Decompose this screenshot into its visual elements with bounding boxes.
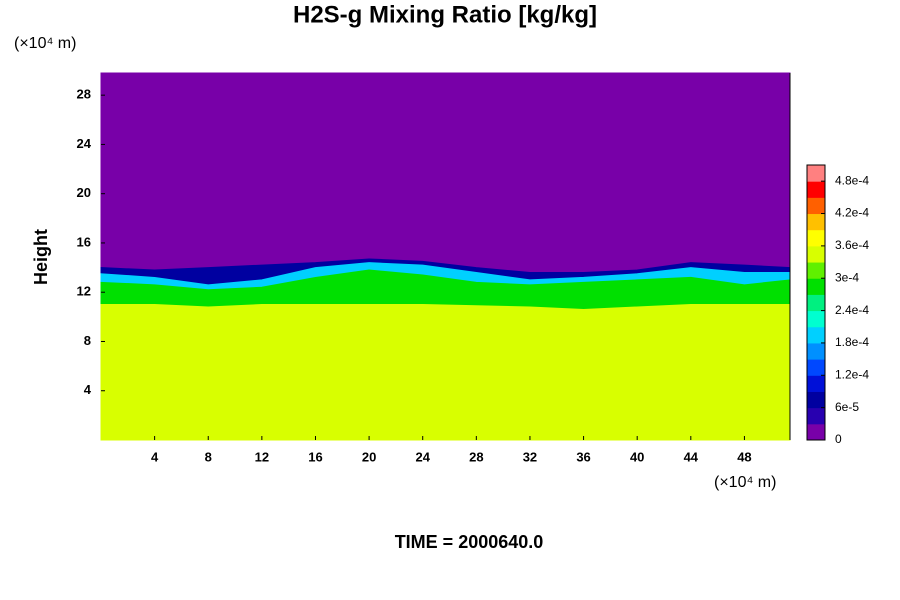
- colorbar-swatch: [807, 326, 825, 344]
- colorbar-swatch: [807, 213, 825, 231]
- colorbar-swatch: [807, 278, 825, 295]
- y-tick-label: 12: [77, 284, 91, 299]
- y-tick-label: 20: [77, 185, 91, 200]
- x-tick-label: 32: [523, 449, 537, 464]
- colorbar-label: 1.2e-4: [835, 367, 869, 381]
- colorbar-swatch: [807, 391, 825, 409]
- x-tick-label: 28: [469, 449, 483, 464]
- colorbar-swatch: [807, 310, 825, 328]
- colorbar-swatch: [807, 181, 825, 198]
- y-tick-label: 24: [77, 136, 92, 151]
- x-tick-label: 4: [151, 449, 159, 464]
- colorbar-swatch: [807, 197, 825, 215]
- y-tick-label: 4: [84, 382, 92, 397]
- y-tick-label: 16: [77, 234, 91, 249]
- x-tick-label: 12: [255, 449, 269, 464]
- y-tick-label: 8: [84, 333, 91, 348]
- colorbar-swatch: [807, 262, 825, 279]
- y-tick-label: 28: [77, 87, 91, 102]
- colorbar-swatch: [807, 229, 825, 247]
- colorbar-swatch: [807, 407, 825, 425]
- x-tick-label: 20: [362, 449, 376, 464]
- colorbar-swatch: [807, 423, 825, 441]
- colorbar-swatch: [807, 245, 825, 263]
- colorbar-swatch: [807, 294, 825, 312]
- contour-band: [100, 304, 791, 441]
- y-axis-label: Height: [31, 229, 51, 285]
- y-unit: (×10⁴ m): [14, 35, 76, 52]
- colorbar-label: 3.6e-4: [835, 238, 869, 252]
- colorbar-swatch: [807, 359, 825, 376]
- colorbar-frame: [806, 164, 826, 441]
- x-tick-label: 44: [684, 449, 699, 464]
- x-tick-label: 24: [415, 449, 430, 464]
- x-tick-label: 40: [630, 449, 644, 464]
- chart-title: H2S-g Mixing Ratio [kg/kg]: [293, 1, 597, 28]
- colorbar-label: 4.2e-4: [835, 206, 869, 220]
- colorbar-swatch: [807, 165, 825, 182]
- x-unit: (×10⁴ m): [714, 474, 776, 491]
- colorbar-label: 0: [835, 432, 842, 446]
- colorbar-label: 6e-5: [835, 400, 859, 414]
- colorbar-label: 2.4e-4: [835, 303, 869, 317]
- colorbar-swatch: [807, 342, 825, 360]
- footer: TIME = 2000640.0: [395, 532, 544, 552]
- x-tick-label: 16: [308, 449, 322, 464]
- colorbar-label: 3e-4: [835, 270, 859, 284]
- colorbar-swatch: [807, 375, 825, 392]
- colorbar-label: 4.8e-4: [835, 173, 869, 187]
- x-tick-label: 48: [737, 449, 751, 464]
- x-tick-label: 36: [576, 449, 590, 464]
- colorbar-label: 1.8e-4: [835, 335, 869, 349]
- x-tick-label: 8: [205, 449, 212, 464]
